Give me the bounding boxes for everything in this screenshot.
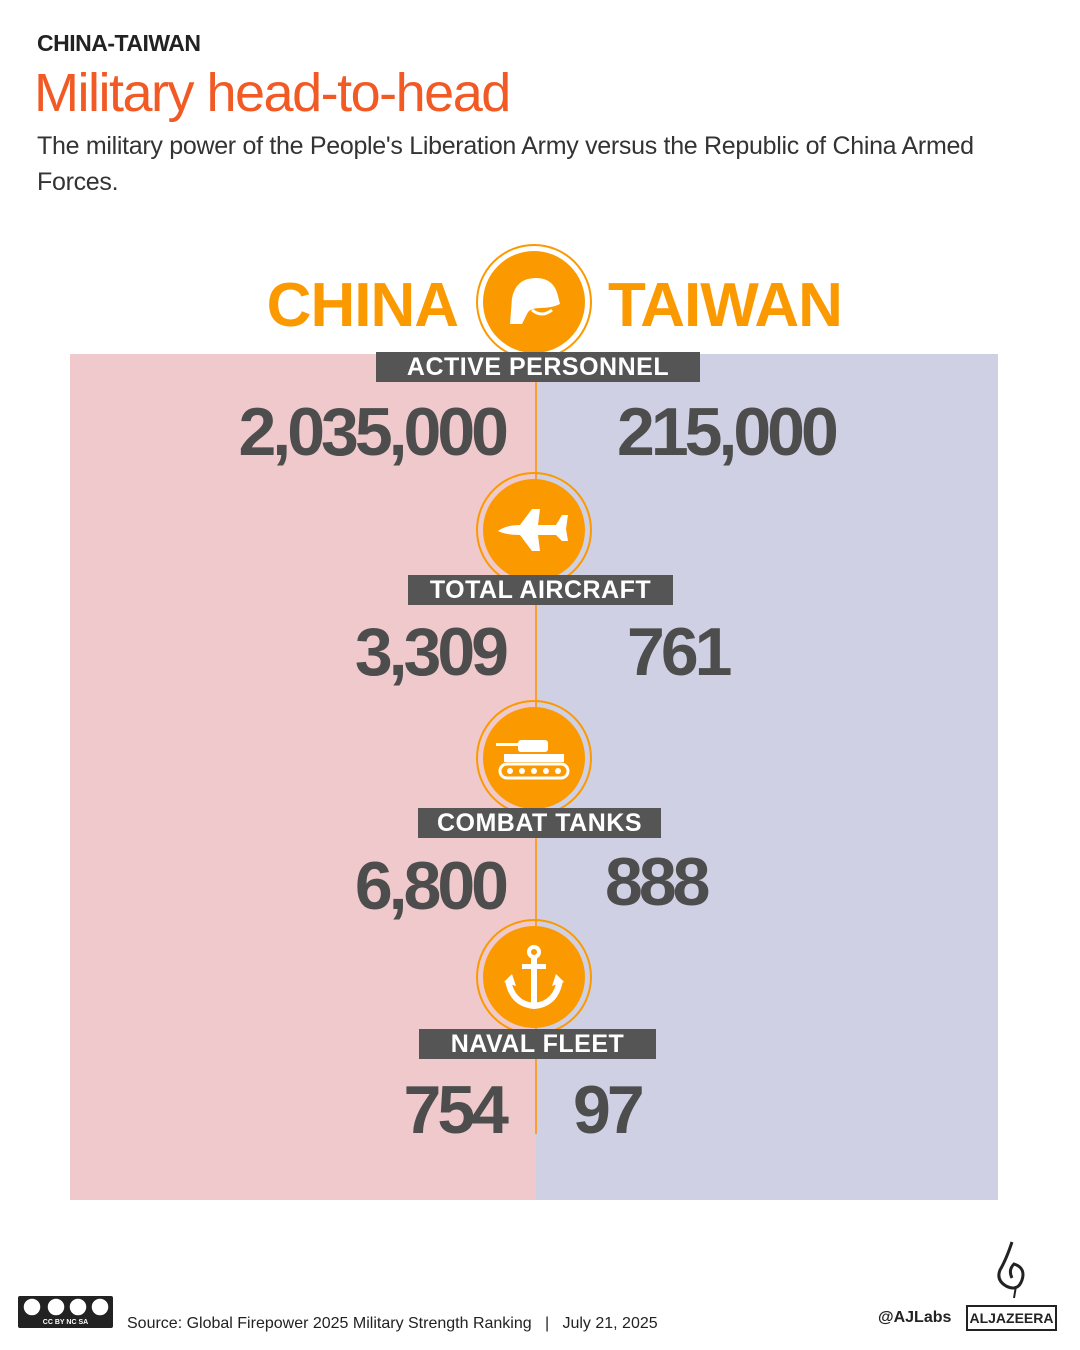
jet-icon <box>476 472 592 588</box>
anchor-icon <box>476 919 592 1035</box>
social-handle: @AJLabs <box>878 1309 952 1326</box>
source-note: Source: Global Firepower 2025 Military S… <box>127 1315 658 1332</box>
taiwan-value: 888 <box>605 844 710 920</box>
kicker: CHINA-TAIWAN <box>37 30 201 56</box>
taiwan-heading: TAIWAN <box>608 271 843 340</box>
metric-label: COMBAT TANKS <box>418 808 661 838</box>
china-value: 6,800 <box>354 848 509 924</box>
metric-label: ACTIVE PERSONNEL <box>376 352 700 382</box>
taiwan-value: 761 <box>627 614 732 690</box>
metric-label: NAVAL FLEET <box>419 1029 656 1059</box>
china-value: 2,035,000 <box>238 394 509 470</box>
tank-icon <box>476 700 592 816</box>
china-value: 754 <box>403 1072 509 1148</box>
cc-license-icon <box>22 1297 110 1317</box>
aljazeera-logo-icon <box>992 1240 1032 1305</box>
license-text: CC BY NC SA <box>42 1319 89 1326</box>
metric-label: TOTAL AIRCRAFT <box>408 575 673 605</box>
cc-license-badge: CC BY NC SA <box>18 1296 113 1328</box>
subtitle: The military power of the People's Liber… <box>37 132 974 196</box>
helmet-icon <box>476 244 592 360</box>
china-value: 3,309 <box>354 614 509 690</box>
brand-logo: ALJAZEERA <box>966 1305 1057 1331</box>
taiwan-panel <box>536 354 998 1200</box>
taiwan-value: 215,000 <box>617 394 839 470</box>
page-title: Military head-to-head <box>34 63 511 123</box>
taiwan-value: 97 <box>573 1072 645 1148</box>
china-panel <box>70 354 536 1200</box>
china-heading: CHINA <box>266 271 459 340</box>
